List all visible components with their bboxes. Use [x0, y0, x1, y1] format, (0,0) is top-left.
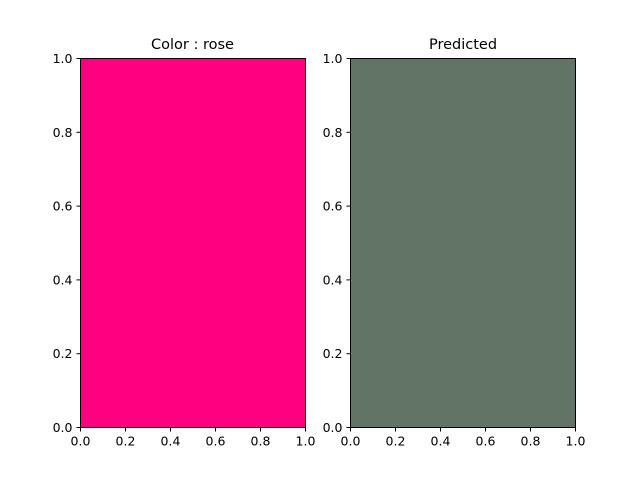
true-color-y-tick-label: 0.0: [53, 420, 73, 435]
predicted-color-x-tick-label: 0.0: [341, 434, 361, 449]
true-color-y-tick-label: 0.8: [53, 125, 73, 140]
predicted-color-ticks: 0.0 0.2 0.4 0.6 0.8 1.0 0.0 0.2 0.4 0.6 0.8 1.0: [323, 51, 586, 449]
true-color-y-tick-label: 0.4: [53, 272, 73, 287]
true-color-x-tick-label: 0.6: [206, 434, 226, 449]
predicted-color-swatch: [350, 58, 576, 428]
true-color-y-tick-label: 1.0: [53, 51, 73, 66]
true-color-x-tick-label: 1.0: [296, 434, 316, 449]
predicted-color-y-tick-label: 0.8: [323, 125, 343, 140]
true-color-swatch: [80, 58, 306, 428]
true-color-ticks: 0.0 0.2 0.4 0.6 0.8 1.0 0.0 0.2 0.4 0.6 0.8 1.0: [53, 51, 316, 449]
true-color-panel: Color : rose 0.0 0.2 0.4 0.6 0.8 1.0 0.0 0.2 0.4…: [53, 37, 316, 449]
true-color-x-tick-label: 0.2: [116, 434, 136, 449]
predicted-color-y-tick-label: 0.0: [323, 420, 343, 435]
predicted-color-y-tick-label: 0.4: [323, 272, 343, 287]
true-color-x-tick-label: 0.0: [71, 434, 91, 449]
true-color-title: Color : rose: [151, 37, 234, 53]
true-color-y-tick-label: 0.2: [53, 346, 73, 361]
predicted-color-x-tick-label: 0.2: [386, 434, 406, 449]
predicted-color-x-tick-label: 0.4: [431, 434, 451, 449]
true-color-x-tick-label: 0.8: [251, 434, 271, 449]
predicted-color-x-tick-label: 0.8: [521, 434, 541, 449]
true-color-x-tick-label: 0.4: [161, 434, 181, 449]
predicted-color-x-tick-label: 0.6: [476, 434, 496, 449]
true-color-axes-frame: [80, 58, 306, 428]
predicted-color-y-tick-label: 0.2: [323, 346, 343, 361]
true-color-y-tick-label: 0.6: [53, 199, 73, 214]
predicted-color-y-tick-label: 0.6: [323, 199, 343, 214]
predicted-color-title: Predicted: [429, 37, 497, 53]
predicted-color-x-tick-label: 1.0: [566, 434, 586, 449]
predicted-color-y-tick-label: 1.0: [323, 51, 343, 66]
predicted-color-panel: Predicted 0.0 0.2 0.4 0.6 0.8 1.0 0.0 0.2 0.4 0.6…: [323, 37, 586, 449]
predicted-color-axes-frame: [350, 58, 576, 428]
